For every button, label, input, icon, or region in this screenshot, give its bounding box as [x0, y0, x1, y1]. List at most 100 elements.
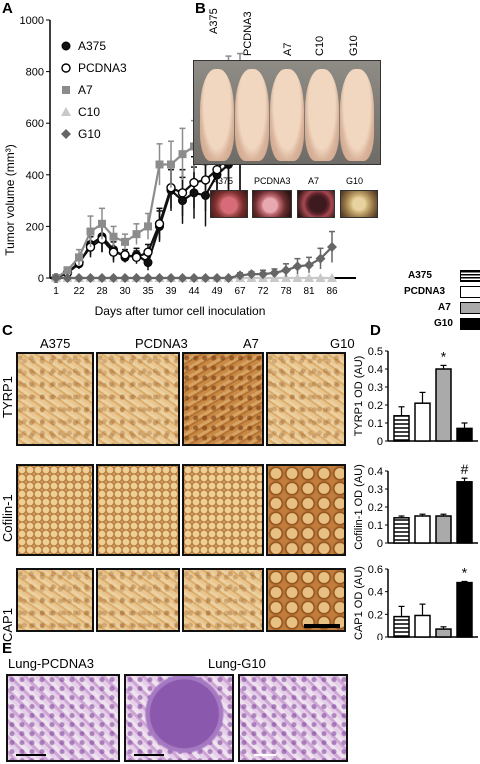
series-g10 [51, 230, 337, 283]
bar-y-tick-label: 0 [377, 436, 383, 448]
data-point [304, 260, 314, 271]
x-tick-label: 49 [211, 286, 223, 297]
bar-y-tick-label: 0.6 [368, 564, 383, 576]
tumor-photo-g10 [340, 190, 378, 218]
legend-label-c10: C10 [78, 105, 100, 119]
legend-marker-a7 [62, 86, 70, 94]
legend-marker-a375 [61, 41, 71, 51]
bar-y-tick-label: 0 [377, 538, 383, 550]
significance-mark: * [441, 348, 447, 364]
mouse-label-c10: C10 [314, 35, 326, 56]
significance-mark: * [462, 564, 468, 580]
y-tick-label: 1000 [20, 15, 44, 27]
he-label-right: Lung-G10 [208, 656, 266, 671]
data-point [258, 269, 268, 280]
data-point [281, 265, 291, 276]
bar-y-axis-label: Cofilin-1 OD (AU) [353, 464, 365, 550]
data-point [189, 177, 199, 188]
tumor-label-g10: G10 [346, 176, 364, 186]
data-point [178, 150, 187, 159]
bar-y-tick-label: 0.2 [368, 400, 383, 412]
tumor-photo-a375 [210, 190, 248, 218]
ihc-cofilin1-pcdna3 [96, 464, 180, 556]
data-point [98, 219, 106, 228]
bar-legend-label-pcdna3: PCDNA3 [404, 286, 446, 297]
data-point [212, 164, 222, 175]
data-point [75, 253, 83, 262]
data-point [74, 273, 84, 283]
bar-y-axis-label: TYRP1 OD (AU) [353, 356, 365, 437]
data-point [269, 267, 280, 278]
he-lung-pcdna3 [6, 674, 120, 762]
ihc-cofilin1-a7 [182, 464, 264, 556]
bar-a375 [393, 415, 410, 442]
data-point [132, 230, 141, 239]
bar-y-tick-label: 0.1 [368, 520, 383, 532]
ihc-cap1-pcdna3 [96, 568, 180, 632]
y-tick-label: 800 [26, 67, 44, 79]
data-point [304, 273, 314, 282]
ihc-col-a375: A375 [40, 336, 71, 351]
x-tick-label: 67 [234, 286, 246, 297]
data-point [223, 273, 234, 283]
mouse-label-a375: A375 [208, 8, 220, 34]
panel-letter-c: C [2, 322, 13, 339]
data-point [143, 247, 153, 257]
legend-label-a375: A375 [78, 39, 106, 53]
data-point [200, 175, 211, 185]
data-point [51, 273, 61, 283]
bar-legend-label-a375: A375 [408, 270, 432, 281]
data-point [97, 273, 107, 283]
he-scale-bar-1 [16, 754, 46, 756]
bar-legend-label-g10: G10 [434, 318, 453, 329]
he-label-left: Lung-PCDNA3 [8, 656, 94, 671]
bar-a375 [393, 615, 410, 638]
panel-letter-b: B [195, 0, 206, 17]
bar-y-tick-label: 0.1 [368, 418, 383, 430]
data-point [189, 273, 199, 283]
x-axis-label: Days after tumor cell inoculation [95, 304, 266, 318]
data-point [177, 273, 188, 283]
data-point [86, 227, 95, 236]
mouse-g10 [340, 69, 374, 161]
bar-g10 [456, 581, 473, 638]
he-scale-bar-3 [254, 754, 276, 756]
data-point [131, 273, 142, 283]
ihc-scale-bar [304, 624, 340, 628]
data-point [109, 232, 118, 241]
legend-label-a7: A7 [78, 83, 93, 97]
bar-y-tick-label: 0.3 [368, 484, 383, 496]
bar-y-axis-label: CAP1 OD (AU) [353, 566, 365, 640]
data-point [281, 273, 291, 282]
mouse-c10 [305, 69, 339, 161]
ihc-tyrp1-g10 [266, 352, 346, 446]
tumor-photo-pcdna3 [252, 190, 292, 218]
data-point [108, 247, 119, 257]
x-tick-label: 35 [142, 286, 154, 297]
bar-pcdna3 [414, 515, 431, 544]
bar-y-tick-label: 0.4 [368, 466, 383, 478]
ihc-col-g10: G10 [330, 336, 355, 351]
data-point [143, 273, 153, 283]
tumor-label-a7: A7 [308, 176, 320, 186]
ihc-col-a7: A7 [243, 336, 259, 351]
bar-y-tick-label: 0.3 [368, 382, 383, 394]
ihc-tyrp1-a375 [16, 352, 94, 446]
he-lung-g10-zoom [238, 674, 348, 762]
bar-pcdna3 [414, 402, 431, 442]
legend-marker-g10 [61, 129, 71, 139]
data-point [166, 273, 176, 283]
bar-y-tick-label: 0.4 [368, 587, 383, 599]
x-tick-label: 30 [119, 286, 131, 297]
data-point [327, 273, 337, 282]
data-point [212, 273, 222, 283]
bar-a7 [435, 368, 452, 442]
tumor-labels: A375 PCDNA3 A7 G10 [210, 176, 380, 190]
bar-y-tick-label: 0.5 [368, 346, 383, 358]
mice-labels: A375 PCDNA3 A7 C10 G10 [200, 8, 380, 59]
mouse-a7 [270, 69, 304, 161]
x-tick-label: 72 [257, 286, 269, 297]
mouse-label-a7: A7 [282, 42, 294, 56]
bar-legend: A375 PCDNA3 A7 G10 [404, 270, 480, 330]
x-tick-label: 86 [326, 286, 338, 297]
